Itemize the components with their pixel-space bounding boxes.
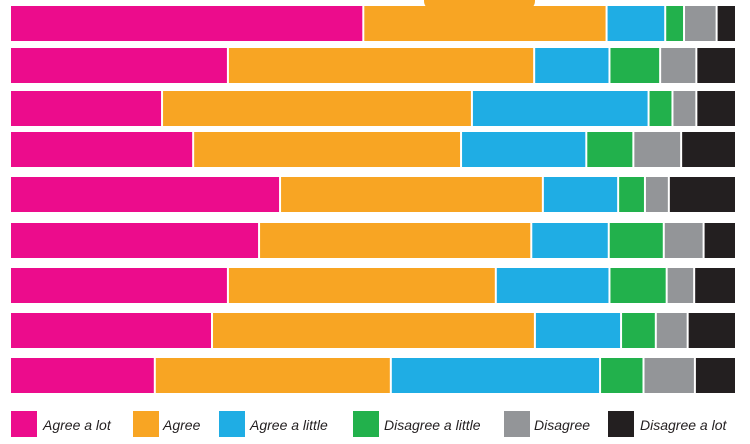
legend-label: Disagree bbox=[534, 417, 590, 433]
legend-swatch bbox=[504, 411, 530, 437]
bar-segment-disagree-a-little bbox=[601, 358, 643, 393]
legend-swatch bbox=[11, 411, 37, 437]
bar-segment-disagree-a-lot bbox=[695, 358, 735, 393]
legend-swatch bbox=[219, 411, 245, 437]
bar-segment-agree bbox=[213, 313, 534, 348]
bar-segment-disagree bbox=[656, 313, 687, 348]
bar-segment-disagree bbox=[667, 268, 694, 303]
bar-segment-agree-a-little bbox=[607, 6, 665, 41]
bar-segment-agree bbox=[155, 358, 390, 393]
bar-row-7 bbox=[11, 268, 735, 303]
bar-segment-disagree-a-little bbox=[619, 177, 644, 212]
bar-row-6 bbox=[11, 223, 735, 258]
legend-label: Agree a lot bbox=[42, 417, 112, 433]
legend-item-agree-a-little: Agree a little bbox=[219, 411, 328, 437]
bar-segment-agree bbox=[260, 223, 531, 258]
bar-segment-agree-a-little bbox=[462, 132, 586, 167]
bar-segment-agree bbox=[228, 48, 534, 83]
legend-swatch bbox=[133, 411, 159, 437]
bar-segment-disagree bbox=[685, 6, 716, 41]
bar-segment-disagree-a-little bbox=[649, 91, 672, 126]
bar-segment-disagree-a-lot bbox=[682, 132, 735, 167]
bar-segment-disagree-a-little bbox=[666, 6, 684, 41]
bar-segment-agree-a-lot bbox=[11, 6, 363, 41]
bar-segment-disagree bbox=[645, 177, 668, 212]
bar-segment-agree bbox=[163, 91, 471, 126]
legend-item-agree-a-lot: Agree a lot bbox=[11, 411, 112, 437]
bar-segment-agree-a-little bbox=[496, 268, 609, 303]
bar-segment-disagree-a-lot bbox=[688, 313, 735, 348]
bar-segment-disagree-a-little bbox=[609, 223, 663, 258]
legend-item-agree: Agree bbox=[133, 411, 201, 437]
bar-segment-agree bbox=[281, 177, 542, 212]
bar-row-2 bbox=[11, 48, 735, 83]
bar-row-5 bbox=[11, 177, 735, 212]
bar-row-9 bbox=[11, 358, 735, 393]
bar-segment-disagree-a-lot bbox=[697, 48, 735, 83]
legend-swatch bbox=[353, 411, 379, 437]
bar-segment-agree-a-little bbox=[543, 177, 618, 212]
legend-item-disagree-a-lot: Disagree a lot bbox=[608, 411, 727, 437]
bar-segment-agree-a-lot bbox=[11, 177, 280, 212]
bar-segment-agree bbox=[364, 6, 606, 41]
legend-item-disagree: Disagree bbox=[504, 411, 590, 437]
legend-label: Disagree a lot bbox=[640, 417, 727, 433]
bar-segment-disagree-a-lot bbox=[704, 223, 735, 258]
bar-segment-disagree bbox=[673, 91, 696, 126]
bar-segment-agree-a-little bbox=[532, 223, 608, 258]
legend-label: Agree bbox=[162, 417, 201, 433]
bar-segment-disagree-a-lot bbox=[717, 6, 735, 41]
bar-segment-agree-a-little bbox=[391, 358, 600, 393]
bar-segment-agree-a-little bbox=[535, 48, 609, 83]
bar-segment-disagree-a-lot bbox=[695, 268, 735, 303]
legend-label: Disagree a little bbox=[384, 417, 481, 433]
bar-segment-agree-a-lot bbox=[11, 48, 227, 83]
bar-segment-disagree bbox=[634, 132, 681, 167]
bar-segment-agree-a-lot bbox=[11, 313, 211, 348]
bar-segment-agree-a-lot bbox=[11, 358, 154, 393]
legend: Agree a lot Agree Agree a little Disagree a… bbox=[11, 411, 727, 437]
bar-segment-agree-a-lot bbox=[11, 91, 162, 126]
bar-segment-disagree-a-little bbox=[610, 48, 660, 83]
legend-swatch bbox=[608, 411, 634, 437]
bar-segment-disagree bbox=[664, 223, 703, 258]
legend-item-disagree-a-little: Disagree a little bbox=[353, 411, 481, 437]
bar-segment-disagree-a-lot bbox=[669, 177, 735, 212]
bar-segment-agree-a-lot bbox=[11, 223, 259, 258]
bar-segment-disagree bbox=[661, 48, 696, 83]
bar-segment-disagree-a-lot bbox=[697, 91, 735, 126]
bar-segment-agree bbox=[194, 132, 461, 167]
bar-segment-agree-a-lot bbox=[11, 132, 193, 167]
bar-segment-agree-a-little bbox=[472, 91, 648, 126]
bar-segment-disagree-a-little bbox=[622, 313, 655, 348]
bar-segment-disagree-a-little bbox=[587, 132, 633, 167]
bar-row-4 bbox=[11, 132, 735, 167]
bar-segment-agree-a-lot bbox=[11, 268, 227, 303]
bar-row-3 bbox=[11, 91, 735, 126]
legend-label: Agree a little bbox=[249, 417, 328, 433]
bar-row-1 bbox=[11, 6, 735, 41]
bar-segment-disagree bbox=[644, 358, 694, 393]
bars-layer bbox=[11, 6, 735, 393]
bar-segment-disagree-a-little bbox=[610, 268, 666, 303]
bar-row-8 bbox=[11, 313, 735, 348]
bar-segment-agree bbox=[228, 268, 495, 303]
bar-segment-agree-a-little bbox=[535, 313, 621, 348]
